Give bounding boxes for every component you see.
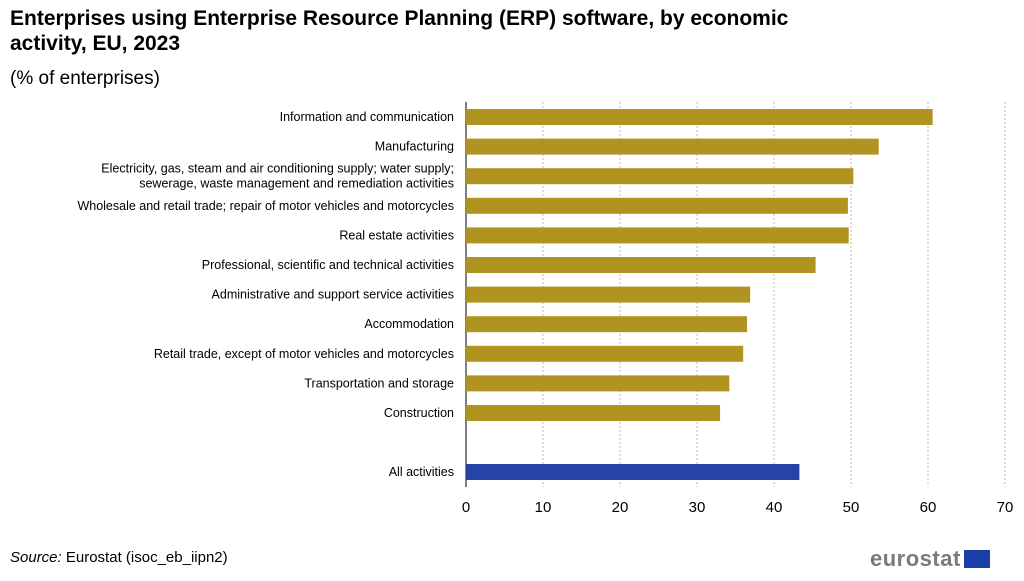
x-tick-label: 30 <box>689 499 706 516</box>
category-label: Construction <box>384 406 454 420</box>
eu-flag-icon <box>963 550 990 568</box>
bar <box>466 257 816 273</box>
category-label: Information and communication <box>280 110 454 124</box>
bar <box>466 375 730 392</box>
bar <box>466 138 879 155</box>
bar <box>466 464 800 480</box>
category-label: Accommodation <box>364 317 454 331</box>
bar <box>466 227 849 244</box>
x-tick-label: 70 <box>997 499 1014 516</box>
category-label: Professional, scientific and technical a… <box>202 258 454 272</box>
x-tick-label: 20 <box>612 499 629 516</box>
x-tick-label: 60 <box>920 499 937 516</box>
bar <box>466 345 744 362</box>
category-label: All activities <box>389 465 454 479</box>
category-label: Electricity, gas, steam and air conditio… <box>101 162 454 191</box>
source-text: Eurostat (isoc_eb_iipn2) <box>61 549 228 566</box>
bar <box>466 316 748 333</box>
bar <box>466 405 721 421</box>
chart-subtitle: (% of enterprises) <box>10 68 160 89</box>
category-label: Wholesale and retail trade; repair of mo… <box>77 199 454 213</box>
bar <box>466 109 933 125</box>
x-tick-label: 10 <box>535 499 552 516</box>
source-note: Source: Eurostat (isoc_eb_iipn2) <box>10 549 228 566</box>
bar <box>466 197 848 214</box>
x-tick-label: 0 <box>462 499 470 516</box>
category-label: Real estate activities <box>339 228 454 242</box>
x-tick-label: 50 <box>843 499 860 516</box>
logo-text: eurostat <box>870 546 961 571</box>
category-label: Retail trade, except of motor vehicles a… <box>154 347 454 361</box>
x-tick-label: 40 <box>766 499 783 516</box>
source-label: Source: <box>10 549 62 566</box>
category-label: Manufacturing <box>375 140 454 154</box>
chart-title: Enterprises using Enterprise Resource Pl… <box>10 7 789 55</box>
category-label: Administrative and support service activ… <box>212 288 454 302</box>
eurostat-logo: eurostat <box>870 546 990 572</box>
bar <box>466 286 751 303</box>
category-label: Transportation and storage <box>304 376 454 390</box>
bar <box>466 168 854 185</box>
